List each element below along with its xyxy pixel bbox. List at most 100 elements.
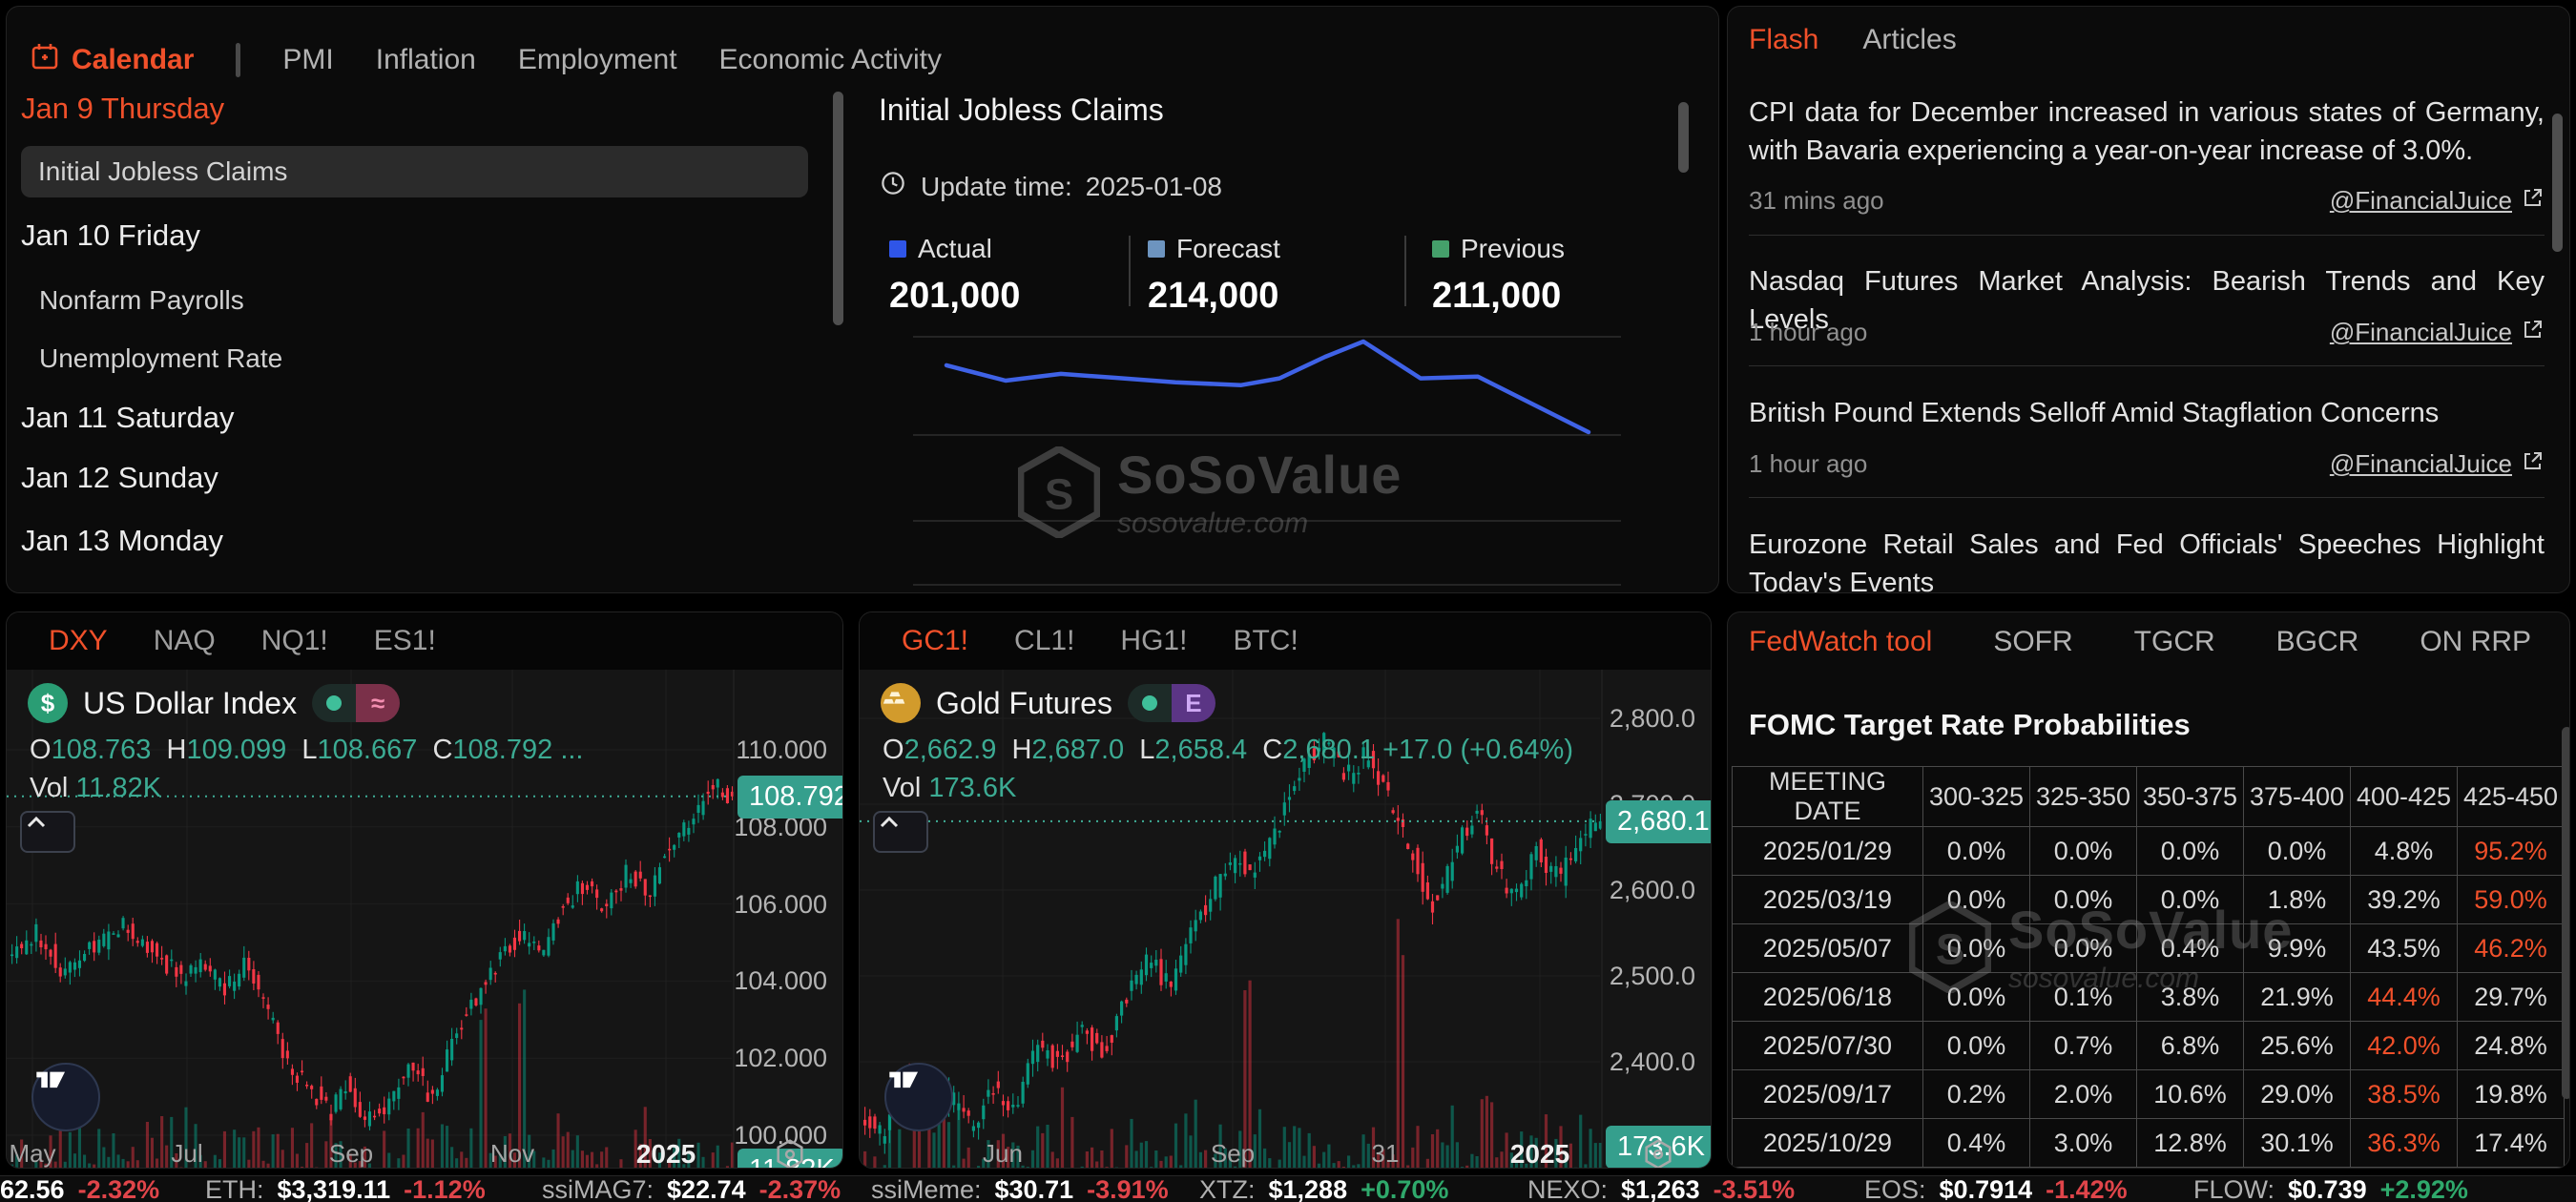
tab-nq1[interactable]: NQ1!	[260, 625, 328, 656]
symbol-name: US Dollar Index	[83, 685, 298, 720]
news-headline[interactable]: CPI data for December increased in vario…	[1749, 97, 2545, 166]
ticker-item[interactable]: EOS: $0.7914 -1.42%	[1864, 1175, 2128, 1202]
tab-hg1[interactable]: HG1!	[1120, 625, 1188, 656]
fedwatch-panel: FedWatch tool SOFR TGCR BGCR ON RRP FOMC Tar…	[1727, 611, 2570, 1169]
fomc-title: FOMC Target Rate Probabilities	[1749, 708, 2191, 741]
probability-cell: 42.0%	[2350, 1021, 2458, 1070]
news-source-link[interactable]: @FinancialJuice	[2330, 318, 2545, 347]
stat-label-text: Previous	[1461, 234, 1565, 263]
legend-square-icon	[1148, 240, 1165, 258]
chart-area[interactable]: 2,800.02,700.02,600.02,500.02,400.0JunSe…	[860, 670, 1711, 1168]
ticker-item[interactable]: XTZ: $1,288 +0.70%	[1199, 1175, 1448, 1202]
meeting-date-cell: 2025/03/19	[1732, 875, 1923, 924]
news-source-label: @FinancialJuice	[2329, 318, 2512, 346]
economic-calendar-panel: Calendar PMI Inflation Employment Economic A…	[6, 6, 1719, 593]
collapse-chevron-button[interactable]	[873, 811, 928, 853]
probability-cell: 24.8%	[2457, 1021, 2565, 1070]
probability-cell: 0.2%	[1922, 1069, 2030, 1119]
column-header: 425-450	[2457, 766, 2565, 827]
column-header: 375-400	[2243, 766, 2351, 827]
fedwatch-tab-bar: FedWatch tool SOFR TGCR BGCR ON RRP	[1749, 626, 2531, 658]
tab-label: Employment	[517, 44, 677, 75]
table-row: 2025/09/17 0.2% 2.0% 10.6% 29.0% 38.5% 19.8%	[1732, 1069, 2565, 1119]
probability-cell: 0.4%	[2136, 923, 2244, 973]
ticker-price: $1,263	[1621, 1174, 1700, 1202]
calendar-event-unemployment-rate[interactable]: Unemployment Rate	[39, 343, 283, 373]
probability-cell: 3.0%	[2029, 1118, 2137, 1168]
tab-calendar[interactable]: Calendar	[30, 41, 194, 79]
tab-on-rrp[interactable]: ON RRP	[2420, 626, 2532, 657]
tab-btc[interactable]: BTC!	[1233, 625, 1298, 656]
news-source-link[interactable]: @FinancialJuice	[2330, 186, 2545, 216]
update-time-label: Update time:	[921, 171, 1072, 201]
calendar-event-initial-jobless-claims[interactable]: Initial Jobless Claims	[21, 146, 808, 197]
calendar-event-nonfarm-payrolls[interactable]: Nonfarm Payrolls	[39, 285, 244, 315]
tradingview-logo[interactable]	[31, 1063, 100, 1131]
price-axis-label: 110.000	[736, 736, 827, 764]
probability-cell: 95.2%	[2457, 826, 2565, 876]
tab-pmi[interactable]: PMI	[282, 44, 333, 76]
detail-scrollbar[interactable]	[1678, 102, 1689, 173]
tab-separator	[236, 43, 241, 77]
probability-cell: 25.6%	[2243, 1021, 2351, 1070]
tab-gc1[interactable]: GC1!	[902, 625, 969, 656]
volume-badge: 173.6K	[1606, 1126, 1711, 1168]
chart-area[interactable]: 110.000 108.000 106.000 104.000 102.000 100.0…	[7, 670, 842, 1168]
tab-economic-activity[interactable]: Economic Activity	[719, 44, 942, 76]
tab-cl1[interactable]: CL1!	[1014, 625, 1075, 656]
probability-cell: 0.0%	[2243, 826, 2351, 876]
ticker-item[interactable]: ETH: $3,319.11 -1.12%	[205, 1175, 486, 1202]
calendar-date-jan-10-friday: Jan 10 Friday	[21, 218, 200, 252]
indicator-toggle[interactable]: E	[1127, 684, 1215, 722]
tab-articles[interactable]: Articles	[1862, 24, 1957, 55]
tradingview-logo[interactable]	[884, 1063, 953, 1131]
external-link-icon	[2522, 186, 2545, 216]
news-headline[interactable]: British Pound Extends Selloff Amid Stagf…	[1749, 398, 2440, 428]
event-update-time: Update time: 2025-01-08	[879, 169, 1222, 204]
tab-bgcr[interactable]: BGCR	[2275, 626, 2359, 657]
calendar-date-jan-12-sunday: Jan 12 Sunday	[21, 461, 218, 494]
tab-employment[interactable]: Employment	[518, 44, 677, 76]
indicator-toggle[interactable]: ≈	[312, 684, 401, 722]
probability-cell: 38.5%	[2350, 1069, 2458, 1119]
probability-cell: 29.7%	[2457, 972, 2565, 1022]
calendar-scrollbar[interactable]	[833, 92, 843, 325]
tab-dxy[interactable]: DXY	[49, 625, 108, 656]
toggle-symbol-side: E	[1171, 684, 1215, 722]
ticker-item[interactable]: NEXO: $1,263 -3.51%	[1527, 1174, 1795, 1202]
tab-flash[interactable]: Flash	[1749, 24, 1819, 55]
ticker-item[interactable]: 62.56 -2.32%	[0, 1175, 159, 1202]
price-axis-label: 2,600.0	[1609, 876, 1695, 904]
tab-sofr[interactable]: SOFR	[1993, 626, 2073, 657]
news-scrollbar[interactable]	[2552, 114, 2563, 252]
tab-fedwatch-tool[interactable]: FedWatch tool	[1749, 626, 1933, 657]
tab-tgcr[interactable]: TGCR	[2133, 626, 2215, 657]
ticker-item[interactable]: ssiMAG7: $22.74 -2.37%	[542, 1174, 841, 1202]
news-headline[interactable]: Nasdaq Futures Market Analysis: Bearish …	[1749, 266, 2545, 335]
tab-naq[interactable]: NAQ	[153, 625, 216, 656]
news-source-link[interactable]: @FinancialJuice	[2330, 449, 2545, 479]
time-axis-label: Nov	[489, 1139, 535, 1168]
probability-cell: 44.4%	[2350, 972, 2458, 1022]
ticker-item[interactable]: FLOW: $0.739 +2.92%	[2193, 1175, 2468, 1202]
stat-label-text: Actual	[918, 234, 992, 263]
stat-forecast: Forecast 214,000	[1148, 234, 1377, 317]
column-header: 325-350	[2029, 766, 2137, 827]
probability-cell: 0.0%	[2029, 826, 2137, 876]
market-tab-bar: GC1! CL1! HG1! BTC!	[860, 612, 1711, 670]
column-header: 300-325	[1922, 766, 2030, 827]
ohlc-values: O108.763 H109.099 L108.667 C108.792 ...	[30, 735, 584, 765]
collapse-chevron-button[interactable]	[20, 811, 75, 853]
tab-inflation[interactable]: Inflation	[376, 44, 476, 76]
ticker-item[interactable]: ssiMeme: $30.71 -3.91%	[871, 1175, 1169, 1202]
tab-es1[interactable]: ES1!	[373, 625, 436, 656]
news-headline[interactable]: Eurozone Retail Sales and Fed Officials'…	[1749, 529, 2545, 593]
current-price-badge: 2,680.1	[1606, 799, 1711, 843]
table-row: 2025/10/29 0.4% 3.0% 12.8% 30.1% 36.3% 17.4%	[1732, 1118, 2565, 1168]
ticker-change: -2.37%	[758, 1174, 841, 1202]
meeting-date-cell: 2025/09/17	[1732, 1069, 1923, 1119]
probability-cell: 39.2%	[2350, 875, 2458, 924]
stat-label: Previous	[1432, 234, 1661, 264]
fedwatch-scrollbar[interactable]	[2562, 727, 2569, 1099]
